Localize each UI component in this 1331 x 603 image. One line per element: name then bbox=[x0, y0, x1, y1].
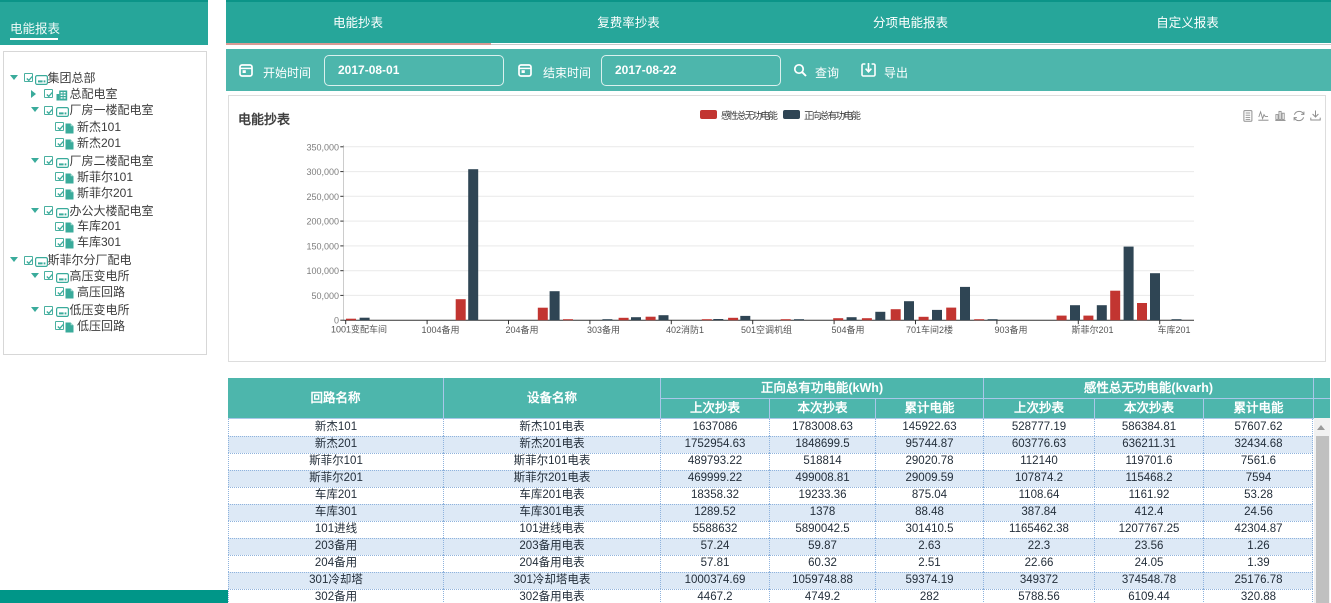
svg-text:903备用: 903备用 bbox=[994, 324, 1027, 335]
svg-text:1004备用: 1004备用 bbox=[421, 324, 459, 335]
svg-text:0: 0 bbox=[334, 316, 339, 326]
svg-text:303备用: 303备用 bbox=[587, 324, 620, 335]
svg-text:204备用: 204备用 bbox=[505, 324, 538, 335]
svg-text:1001变配车间: 1001变配车间 bbox=[331, 324, 387, 335]
svg-text:504备用: 504备用 bbox=[831, 324, 864, 335]
svg-text:车库201: 车库201 bbox=[1157, 324, 1190, 335]
svg-text:350,000: 350,000 bbox=[306, 142, 339, 152]
svg-text:斯菲尔201: 斯菲尔201 bbox=[1071, 324, 1113, 335]
svg-text:300,000: 300,000 bbox=[306, 167, 339, 177]
svg-text:701车间2楼: 701车间2楼 bbox=[906, 324, 953, 335]
svg-text:100,000: 100,000 bbox=[306, 266, 339, 276]
svg-text:250,000: 250,000 bbox=[306, 192, 339, 202]
svg-text:501空调机组: 501空调机组 bbox=[741, 324, 792, 335]
svg-text:150,000: 150,000 bbox=[306, 241, 339, 251]
svg-text:50,000: 50,000 bbox=[311, 291, 339, 301]
svg-text:402消防1: 402消防1 bbox=[666, 324, 704, 335]
svg-text:200,000: 200,000 bbox=[306, 217, 339, 227]
